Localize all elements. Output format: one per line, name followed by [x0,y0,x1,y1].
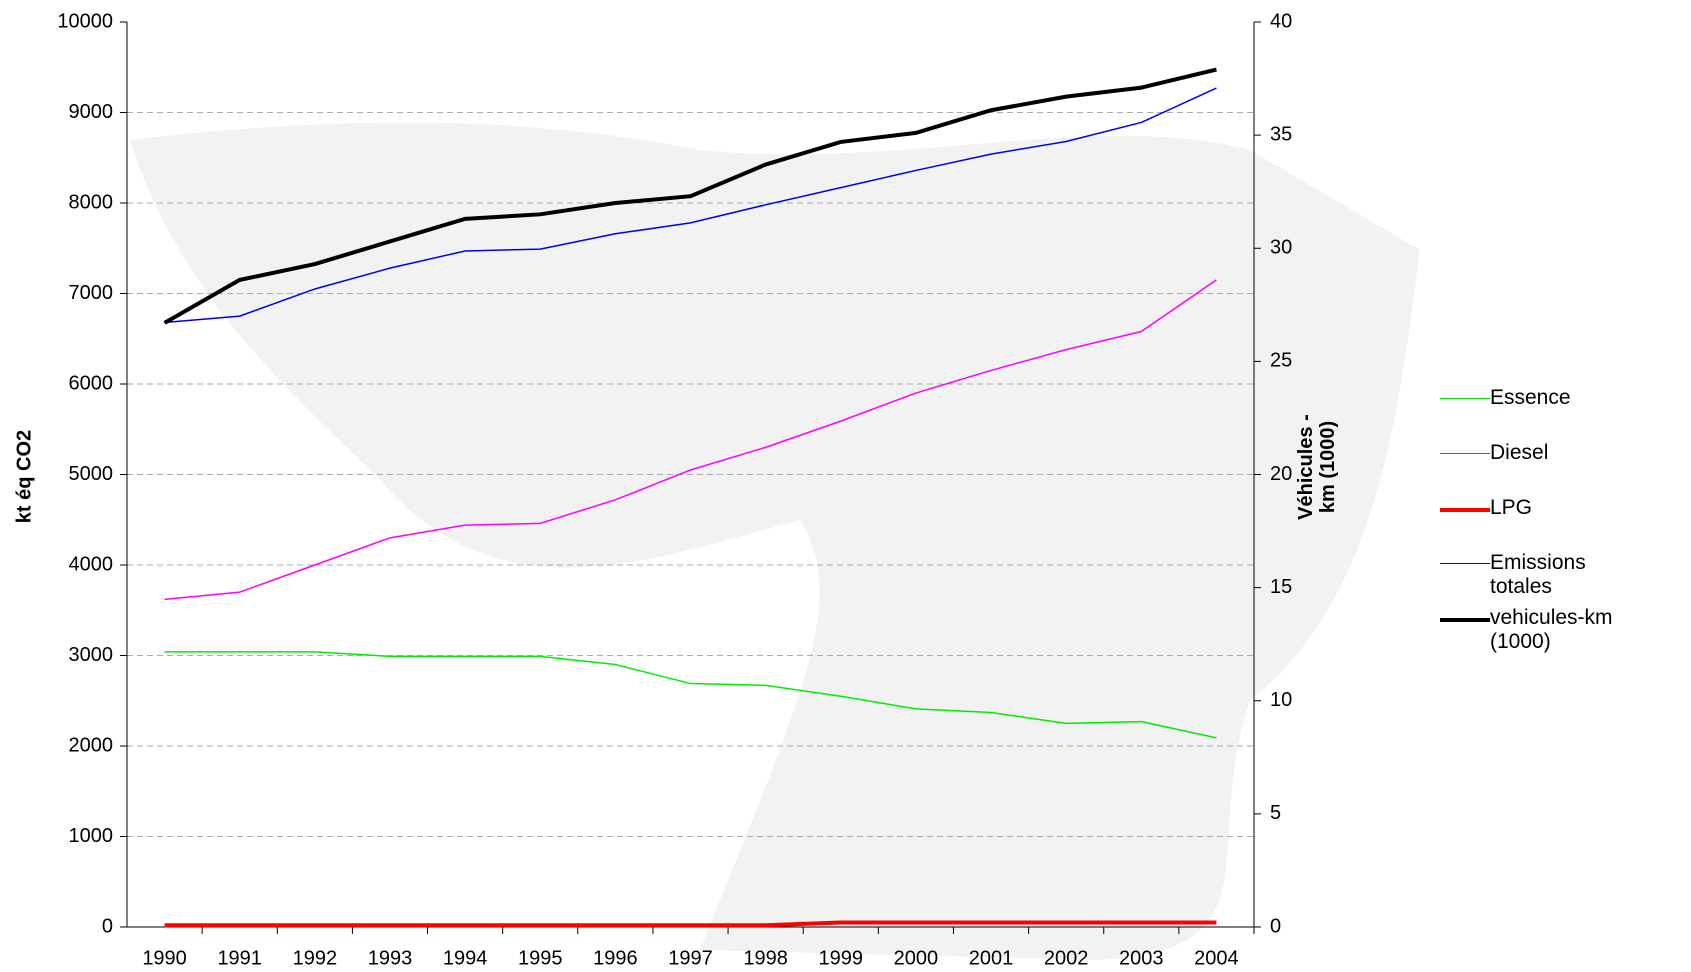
legend-label: Diesel [1490,441,1549,464]
legend-item: vehicules-km (1000) [1440,606,1691,661]
y2-tick-label: 30 [1270,237,1292,259]
legend-swatch [1440,618,1490,622]
y2-tick-label: 20 [1270,463,1292,485]
y-tick-label: 1000 [69,825,114,847]
y2-tick-label: 40 [1270,10,1292,32]
legend-label: Emissions totales [1490,551,1586,598]
series-line [164,87,1217,324]
y-tick-label: 2000 [69,734,114,756]
x-tick-label: 2003 [1119,947,1164,969]
y-tick-label: 3000 [69,644,114,666]
y2-tick-label: 10 [1270,689,1292,711]
x-tick-label: 1996 [593,947,638,969]
legend-label: vehicules-km (1000) [1490,606,1613,653]
y-tick-label: 6000 [69,372,114,394]
y-tick-label: 7000 [69,282,114,304]
y-axis-title: kt éq CO2 [13,429,36,524]
x-tick-label: 1997 [668,947,713,969]
legend-item: Emissions totales [1440,551,1691,606]
legend-swatch [1440,563,1490,564]
x-tick-label: 2001 [969,947,1014,969]
series-line [164,920,1217,928]
y-tick-label: 5000 [69,463,114,485]
background-map [130,122,1420,960]
x-tick-label: 1990 [142,947,187,969]
x-tick-label: 1991 [217,947,262,969]
legend-item: Essence [1440,386,1691,441]
y-tick-label: 8000 [69,191,114,213]
x-tick-label: 1999 [819,947,864,969]
legend-item: Diesel [1440,441,1691,496]
y2-tick-label: 25 [1270,350,1292,372]
series-line [164,651,1217,739]
y2-tick-label: 35 [1270,123,1292,145]
x-tick-label: 1994 [443,947,488,969]
series-line [164,279,1217,601]
series-line [163,67,1217,325]
y-tick-label: 4000 [69,553,114,575]
legend: Essence Diesel LPG Emissions totales vehicul… [1425,378,1691,671]
y-tick-label: 10000 [57,10,113,32]
y2-tick-label: 0 [1270,915,1281,937]
x-tick-label: 2002 [1044,947,1089,969]
legend-swatch [1440,398,1490,399]
x-tick-label: 1995 [518,947,563,969]
legend-item: LPG [1440,496,1691,551]
y2-tick-label: 15 [1270,576,1292,598]
x-tick-label: 2004 [1194,947,1239,969]
legend-swatch [1440,453,1490,454]
y2-tick-label: 5 [1270,802,1281,824]
x-tick-label: 1998 [743,947,788,969]
legend-label: LPG [1490,496,1533,519]
x-tick-label: 1993 [368,947,413,969]
y2-axis-title: Véhicules - km (1000) [1295,414,1339,520]
y-tick-label: 0 [102,915,113,937]
y-tick-label: 9000 [69,101,114,123]
legend-swatch [1440,508,1490,512]
legend-label: Essence [1490,386,1571,409]
x-tick-label: 1992 [293,947,338,969]
x-tick-label: 2000 [894,947,939,969]
